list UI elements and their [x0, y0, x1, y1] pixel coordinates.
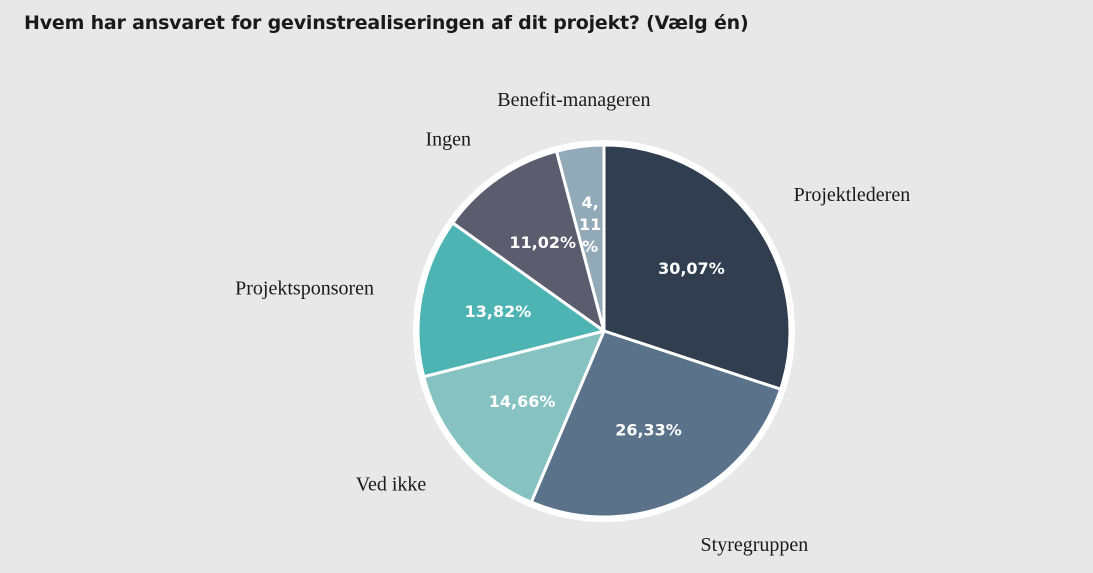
pie-slice-3	[416, 221, 606, 379]
category-label-4: Ingen	[425, 128, 471, 150]
chart-title: Hvem har ansvaret for gevinstrealisering…	[24, 12, 749, 34]
category-label-2: Ved ikke	[356, 473, 427, 495]
value-label-4: 11,02%	[509, 233, 576, 252]
pie-slice-2	[422, 329, 606, 504]
value-label-1: 26,33%	[615, 420, 682, 439]
value-label-2: 14,66%	[489, 392, 556, 411]
pie-slice-0	[602, 143, 792, 391]
pie-slice-4	[451, 149, 606, 333]
value-label-0: 30,07%	[658, 259, 725, 278]
value-label-5: 4, 11%	[579, 193, 601, 256]
value-label-3: 13,82%	[465, 302, 532, 321]
category-label-1: Styregruppen	[701, 534, 809, 556]
pie-slice-1	[529, 329, 783, 519]
category-label-0: Projektlederen	[794, 184, 911, 206]
pie-slice-5	[555, 143, 606, 333]
category-label-3: Projektsponsoren	[235, 278, 374, 300]
category-label-5: Benefit-manageren	[497, 89, 650, 111]
